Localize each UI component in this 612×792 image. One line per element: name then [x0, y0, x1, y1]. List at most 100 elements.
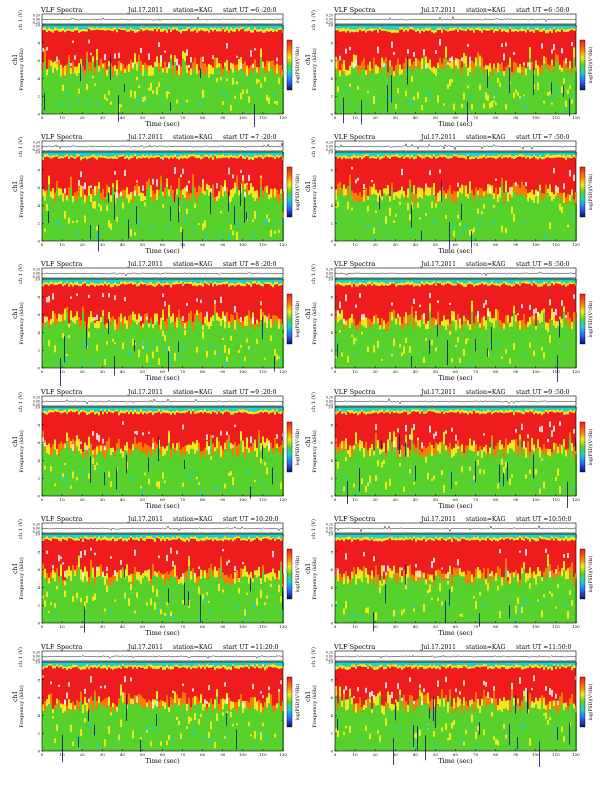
spectrogram-cell — [373, 315, 375, 325]
spectrogram-cell — [563, 183, 565, 190]
spectrogram-cell — [202, 193, 204, 241]
spectrogram-cell — [471, 60, 473, 68]
spectrogram-cell — [435, 156, 437, 159]
spectrogram-cell — [357, 85, 359, 90]
spectrogram-cell — [379, 197, 381, 241]
spectrogram-cell — [170, 58, 172, 114]
spectrogram-cell — [499, 326, 501, 368]
spectrogram-cell — [144, 25, 146, 29]
spectrogram-cell — [379, 152, 381, 157]
colorbar-label: log(PSD)(V²/Hz) — [294, 173, 301, 210]
spectrogram-cell — [461, 407, 463, 410]
spectrogram-cell — [248, 310, 250, 321]
spectrogram-cell — [355, 55, 357, 63]
spectrogram-cell — [210, 456, 212, 460]
spectrogram-cell — [48, 407, 50, 410]
spectrogram-cell — [240, 320, 242, 326]
spectrogram-cell — [168, 155, 170, 160]
spectrogram-cell — [513, 28, 515, 32]
spectrogram-cell — [413, 409, 415, 412]
spectrogram-cell — [54, 282, 56, 286]
spectrogram-cell — [52, 73, 54, 114]
spectrogram-cell — [168, 410, 170, 414]
spectrogram-cell — [451, 310, 453, 321]
spectrogram-cell — [451, 410, 453, 413]
spectrogram-cell — [76, 293, 78, 296]
spectrogram-cell — [88, 62, 90, 71]
spectrogram-cell — [146, 411, 148, 415]
spectrogram-cell — [68, 217, 70, 224]
spectrogram-cell — [527, 27, 529, 30]
spectrogram-cell — [88, 39, 90, 44]
spectrogram-cell — [423, 282, 425, 286]
spectrogram-cell — [425, 456, 427, 463]
spectrogram-cell — [86, 329, 88, 368]
spectrogram-cell — [48, 184, 50, 241]
spectrogram-cell — [527, 152, 529, 156]
spectrogram-cell — [228, 234, 230, 239]
spectrogram-cell — [262, 407, 264, 411]
spectrogram-cell — [419, 25, 421, 30]
spectrogram-cell — [405, 155, 407, 158]
spectrogram-cell — [224, 449, 226, 496]
spectrogram-cell — [178, 441, 180, 450]
spectrogram-cell — [445, 407, 447, 411]
spectrogram-cell — [42, 152, 44, 157]
spectrogram-cell — [527, 281, 529, 284]
spectrogram-cell — [397, 450, 399, 458]
spectrogram-cell — [463, 25, 465, 29]
spectrogram-cell — [437, 192, 439, 203]
spectrogram-cell — [188, 193, 190, 200]
spectrogram-cell — [537, 82, 539, 91]
spectrogram-cell — [437, 27, 439, 31]
spectrogram-cell — [363, 411, 365, 414]
spectrogram-cell — [220, 430, 222, 436]
spectrogram-cell — [383, 411, 385, 414]
spectrogram-cell — [519, 63, 521, 73]
spectrogram-cell — [218, 191, 220, 199]
spectrogram-cell — [122, 64, 124, 74]
spectrogram-cell — [479, 84, 481, 91]
spectrogram-cell — [503, 28, 505, 31]
spectrogram-cell — [335, 279, 337, 283]
spectrogram-cell — [349, 156, 351, 159]
spectrogram-cell — [76, 66, 78, 77]
spectrogram-cell — [224, 152, 226, 156]
spectrogram-cell — [395, 279, 397, 284]
spectrogram-cell — [401, 27, 403, 30]
spectrogram-cell — [363, 318, 365, 327]
spectrogram-cell — [266, 154, 268, 157]
spectrogram-cell — [50, 65, 52, 114]
spectrogram-cell — [361, 68, 363, 114]
spectrogram-cell — [46, 453, 48, 496]
spectrogram-cell — [236, 27, 238, 30]
spectrogram-cell — [529, 29, 531, 32]
spectrogram-cell — [425, 64, 427, 69]
spectrogram-cell — [98, 407, 100, 412]
spectrogram-cell — [407, 154, 409, 158]
spectrogram-cell — [553, 312, 555, 316]
spectrogram-cell — [274, 320, 276, 368]
spectrogram-cell — [106, 328, 108, 368]
spectrogram-cell — [435, 29, 437, 33]
spectrogram-cell — [381, 279, 383, 282]
spectrogram-cell — [48, 27, 50, 31]
spectrogram-cell — [415, 477, 417, 480]
spectrogram-cell — [268, 71, 270, 114]
spectrogram-cell — [399, 64, 401, 76]
spectrogram-cell — [353, 337, 355, 345]
spectrogram-cell — [371, 179, 373, 183]
spectrogram-cell — [232, 188, 234, 198]
spectrogram-cell — [166, 152, 168, 156]
spectrogram-cell — [106, 75, 108, 114]
spectrogram-cell — [417, 437, 419, 449]
spectrogram-cell — [142, 152, 144, 155]
spectrogram-cell — [148, 323, 150, 328]
spectrogram-cell — [431, 445, 433, 457]
spectrogram-cell — [431, 25, 433, 30]
spectrogram-cell — [202, 56, 204, 62]
spectrogram-cell — [94, 357, 96, 360]
spectrogram-cell — [567, 152, 569, 155]
spectrogram-cell — [519, 95, 521, 99]
spectrogram-cell — [543, 56, 545, 64]
